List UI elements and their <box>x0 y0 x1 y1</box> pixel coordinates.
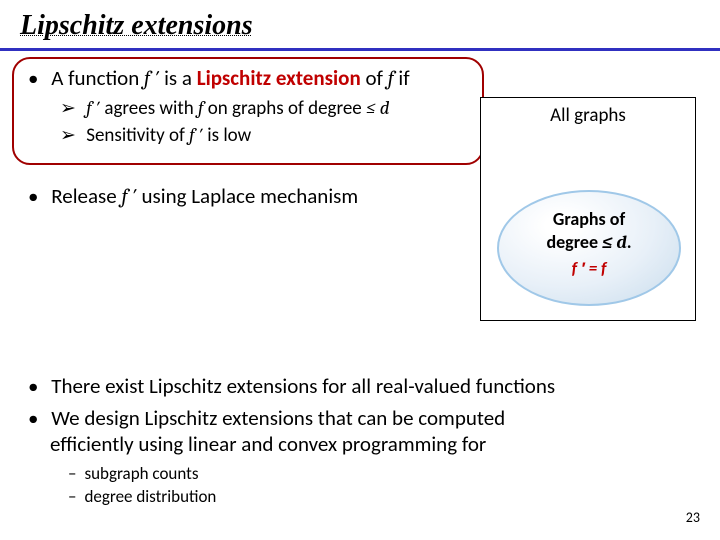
content-area: • A function f ′ is a Lipschitz extensio… <box>0 51 720 507</box>
sub-subgraph: –subgraph counts <box>68 463 700 484</box>
b2-l1: We design Lipschitz extensions that can … <box>51 405 505 431</box>
release-fprime: f ′ <box>121 185 136 209</box>
definition-box <box>12 57 484 165</box>
ellipse-l2b: ≤ d <box>602 232 627 253</box>
b1-text: There exist Lipschitz extensions for all… <box>51 373 555 399</box>
b2-l2: efficiently using linear and convex prog… <box>50 431 486 457</box>
ellipse-text: Graphs of degree ≤ d. <box>499 208 679 254</box>
release-post: using Laplace mechanism <box>142 183 359 209</box>
s1: subgraph counts <box>84 463 198 484</box>
ellipse-eq: f ′ = f <box>499 258 679 279</box>
eq-red: f ′ = f <box>572 258 607 279</box>
page-title: Lipschitz extensions <box>0 0 720 51</box>
page-number: 23 <box>686 509 700 526</box>
diagram-box: All graphs Graphs of degree ≤ d. f ′ = f <box>480 97 696 321</box>
ellipse-l2a: degree <box>546 231 602 253</box>
lower-bullets: • There exist Lipschitz extensions for a… <box>20 373 700 507</box>
sub-degree: –degree distribution <box>68 486 700 507</box>
diagram-title: All graphs <box>481 104 695 127</box>
bullet-exist: • There exist Lipschitz extensions for a… <box>28 373 700 399</box>
ellipse-l1: Graphs of <box>553 208 625 230</box>
bullet-design: • We design Lipschitz extensions that ca… <box>28 405 700 457</box>
diagram-ellipse: Graphs of degree ≤ d. f ′ = f <box>497 190 681 306</box>
release-pre: Release <box>51 183 121 209</box>
s2: degree distribution <box>84 486 216 507</box>
